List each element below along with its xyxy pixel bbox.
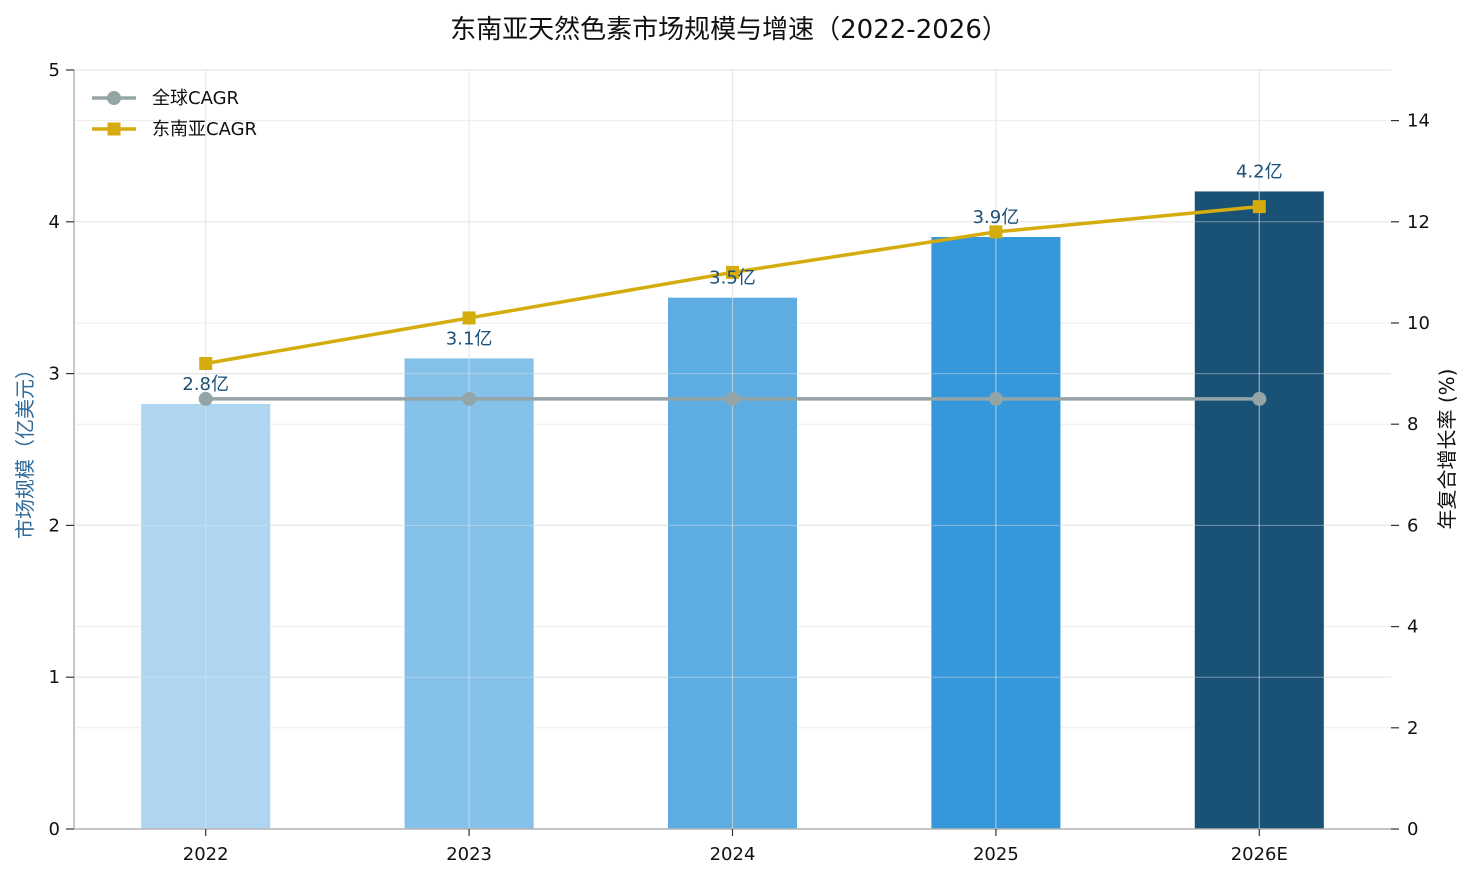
labels-layer: 2.8亿 3.1亿 3.5亿 3.9亿 4.2亿 xyxy=(182,161,1282,395)
y2-tick-label: 2 xyxy=(1407,718,1418,739)
vertical-grid-layer xyxy=(74,69,1391,830)
y-tick-label: 2 xyxy=(49,515,60,536)
lines-layer xyxy=(198,200,1267,406)
line-point xyxy=(462,391,477,406)
y2-tick-label: 6 xyxy=(1407,515,1418,536)
line-point xyxy=(989,225,1003,239)
y-axis-title: 市场规模（亿美元） xyxy=(13,359,37,539)
y2-tick-label: 4 xyxy=(1407,617,1418,638)
x-tick-label: 2024 xyxy=(710,844,756,865)
legend: 全球CAGR 东南亚CAGR xyxy=(92,88,257,140)
bar-value-label: 2.8亿 xyxy=(182,374,229,395)
y2-tick-label: 0 xyxy=(1407,819,1418,840)
legend-marker xyxy=(107,91,121,105)
y2-axis-title: 年复合增长率 (%) xyxy=(1435,369,1459,530)
y-tick-label: 5 xyxy=(49,60,60,81)
chart-title: 东南亚天然色素市场规模与增速（2022-2026） xyxy=(450,15,1008,45)
line-point xyxy=(199,356,213,370)
bar-value-label: 3.9亿 xyxy=(973,207,1020,228)
line-point xyxy=(462,311,476,325)
y2-tick-label: 10 xyxy=(1407,313,1430,334)
line-point xyxy=(726,265,739,279)
line-point xyxy=(1252,200,1266,214)
line-point xyxy=(198,391,213,406)
bar-value-label: 4.2亿 xyxy=(1236,161,1283,182)
line-point xyxy=(1252,391,1267,406)
bar-value-label: 3.5亿 xyxy=(709,268,756,289)
legend-label: 东南亚CAGR xyxy=(152,119,257,140)
y2-tick-label: 12 xyxy=(1407,212,1430,233)
bar-value-label: 3.1亿 xyxy=(446,328,493,349)
x-tick-label: 2022 xyxy=(183,844,229,865)
x-tick-label: 2025 xyxy=(973,844,1019,865)
y-tick-label: 1 xyxy=(49,667,60,688)
y2-tick-label: 14 xyxy=(1407,111,1430,132)
x-tick-label: 2023 xyxy=(446,844,492,865)
y2-tick-label: 8 xyxy=(1407,414,1418,435)
line-point xyxy=(988,391,1003,406)
y-tick-label: 0 xyxy=(49,819,60,840)
line-point xyxy=(725,391,740,406)
legend-marker xyxy=(107,122,121,136)
x-tick-label: 2026E xyxy=(1231,844,1288,865)
legend-label: 全球CAGR xyxy=(152,88,239,109)
y-tick-label: 4 xyxy=(49,212,60,233)
y-tick-label: 3 xyxy=(49,364,60,385)
